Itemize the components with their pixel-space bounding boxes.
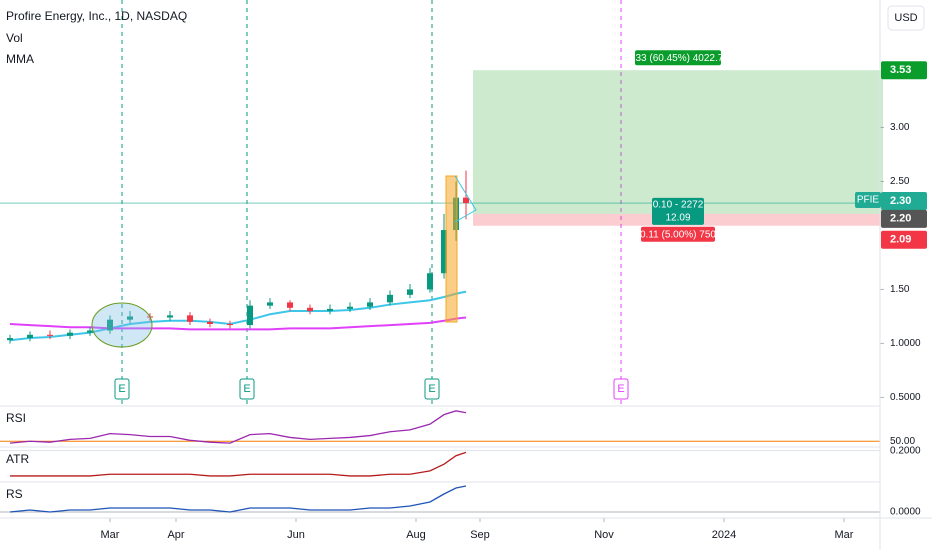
indicator-line xyxy=(9,410,467,444)
price-badge-text: 2.20 xyxy=(890,213,911,225)
candle-body xyxy=(107,319,113,331)
event-label: E xyxy=(428,383,435,395)
candle-body xyxy=(327,308,333,312)
candle-body xyxy=(347,306,353,309)
candle-body xyxy=(127,316,133,320)
candle-body xyxy=(463,197,469,204)
currency-label[interactable]: USD xyxy=(894,12,917,24)
x-tick-label: 2024 xyxy=(712,529,736,541)
label-layer: Mar Apr Jun Aug Sep Nov 2024 Mar 0.5000 1.0000 1.5… xyxy=(6,50,927,541)
chart-title: Profire Energy, Inc., 1D, NASDAQ xyxy=(6,9,187,23)
candle-body xyxy=(207,321,213,324)
candle-body xyxy=(247,305,253,326)
indicator-line xyxy=(10,451,467,477)
y-tick-label: 50.00 xyxy=(890,436,915,447)
legend-label: MMA xyxy=(6,52,34,66)
highlight-drawing xyxy=(445,175,458,323)
candle-body xyxy=(67,332,73,336)
candle-body xyxy=(7,338,13,341)
target-badge xyxy=(635,50,721,66)
y-tick-label: 1.0000 xyxy=(890,338,921,349)
event-label: E xyxy=(243,383,250,395)
target-text: 1.33 (60.45%) 4022.73 xyxy=(627,53,729,64)
candle-body xyxy=(387,294,393,303)
candle-body xyxy=(167,315,173,318)
y-tick-label: 1.50 xyxy=(890,284,910,295)
candle-body xyxy=(227,324,233,326)
entry-badge xyxy=(652,197,704,225)
candle-body xyxy=(441,230,447,274)
candle-body xyxy=(287,302,293,308)
currency-button[interactable] xyxy=(887,5,925,31)
event-marker xyxy=(114,378,130,400)
y-tick-label: 0.0000 xyxy=(890,507,921,518)
candle-body xyxy=(47,334,53,336)
x-tick-label: Aug xyxy=(406,529,426,541)
x-tick-label: Jun xyxy=(287,529,305,541)
indicator-line xyxy=(9,485,467,513)
ellipse-drawing xyxy=(91,302,153,348)
x-tick-label: Mar xyxy=(101,529,120,541)
profit-zone xyxy=(473,70,883,214)
price-badge xyxy=(881,230,927,249)
y-tick-label: 0.5000 xyxy=(890,392,921,403)
event-marker xyxy=(613,378,629,400)
triangle-drawing xyxy=(454,175,477,223)
candle-body xyxy=(187,315,193,322)
legend-label: Vol xyxy=(6,31,23,45)
candle-body xyxy=(27,334,33,339)
entry-text: 0.10 - 2272 xyxy=(653,199,704,210)
symbol-badge xyxy=(855,192,881,209)
y-tick-label: 0.2000 xyxy=(890,445,921,456)
price-badge-text: 3.53 xyxy=(890,64,911,76)
price-badge-text: 2.09 xyxy=(890,234,911,246)
x-tick-label: Nov xyxy=(594,529,614,541)
candle-body xyxy=(87,330,93,333)
price-badge-text: 2.30 xyxy=(890,195,911,207)
pane-title: ATR xyxy=(6,452,29,466)
event-marker xyxy=(239,378,255,400)
symbol-text: PFIE xyxy=(857,195,880,206)
price-badge xyxy=(881,209,927,228)
event-label: E xyxy=(617,383,624,395)
candle-body xyxy=(307,307,313,312)
price-badge xyxy=(881,61,927,80)
candle-body xyxy=(267,302,273,306)
stop-text: 0.11 (5.00%) 750 xyxy=(640,229,716,240)
y-tick-label: 3.00 xyxy=(890,122,910,133)
event-label: E xyxy=(118,383,125,395)
candle-body xyxy=(427,273,433,290)
x-tick-label: Apr xyxy=(167,529,184,541)
ratio-text: 12.09 xyxy=(665,212,690,223)
pane-title: RS xyxy=(6,487,23,501)
pane-title: RSI xyxy=(6,411,26,425)
event-marker xyxy=(424,378,440,400)
x-tick-label: Mar xyxy=(835,529,854,541)
candle-body xyxy=(367,302,373,307)
x-tick-label: Sep xyxy=(470,529,490,541)
candle-body xyxy=(407,289,413,295)
stop-badge xyxy=(641,226,715,242)
y-tick-label: 2.50 xyxy=(890,176,910,187)
price-badge xyxy=(881,192,927,211)
